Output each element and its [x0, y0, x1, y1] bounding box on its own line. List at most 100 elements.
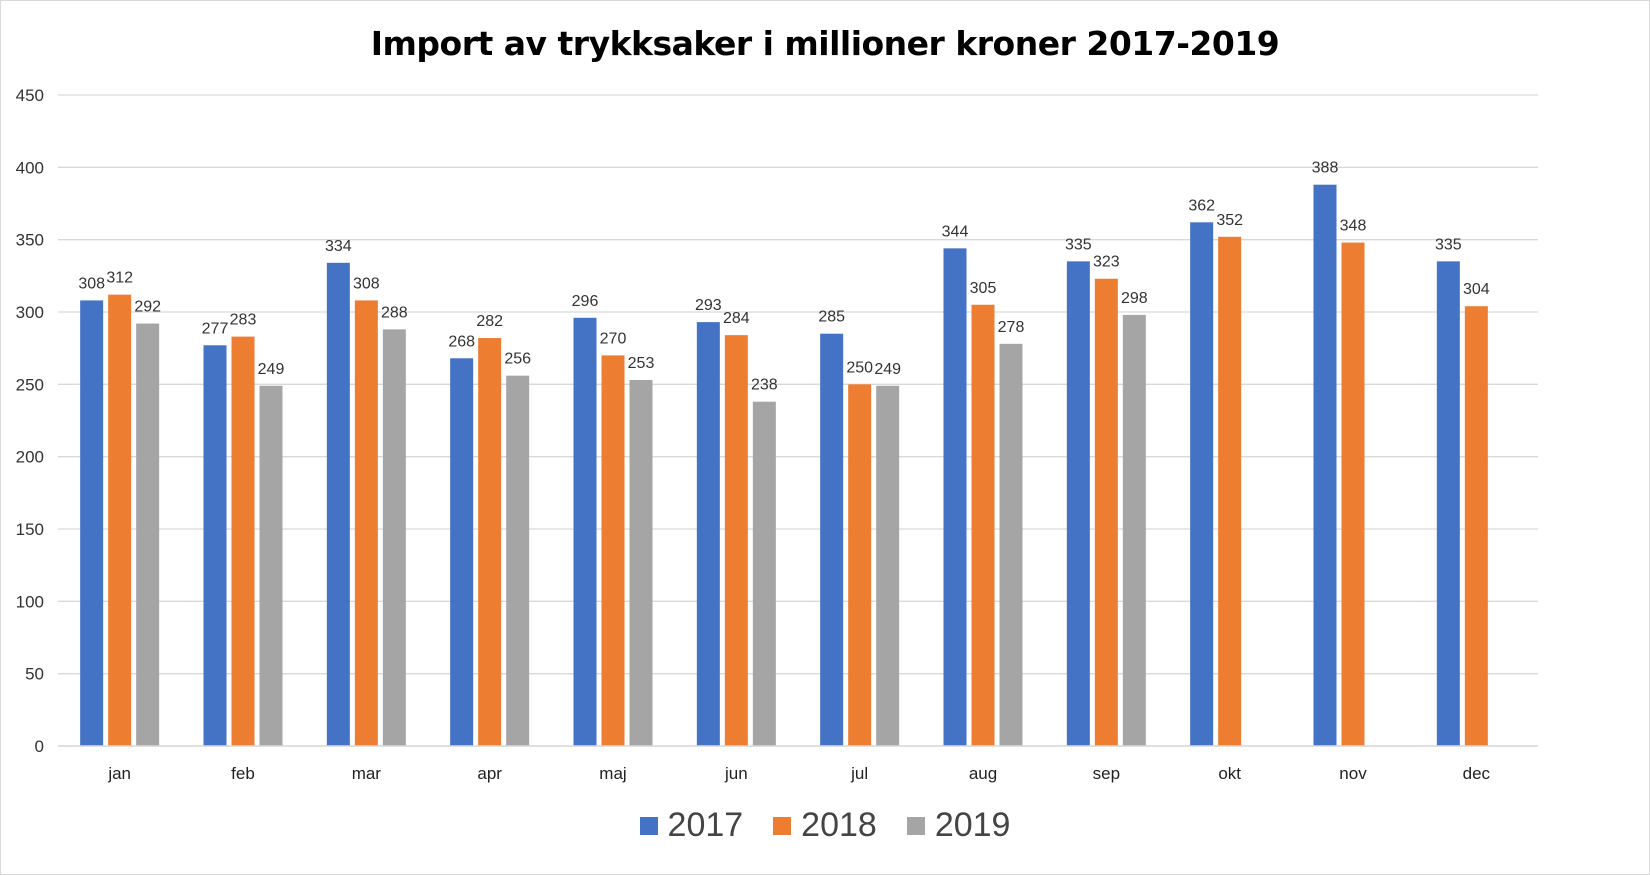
x-tick-label: jul [850, 764, 868, 783]
y-tick-label: 300 [16, 303, 44, 322]
bar-2018-jul [848, 384, 872, 746]
bar-2019-jan [136, 323, 160, 746]
data-label: 268 [448, 333, 475, 350]
bar-2018-sep [1094, 278, 1118, 746]
bar-2017-nov [1313, 184, 1337, 746]
bar-2019-feb [259, 385, 283, 746]
x-tick-label: apr [477, 764, 502, 783]
x-tick-label: aug [969, 764, 997, 783]
bar-2018-jan [108, 294, 132, 746]
data-label: 388 [1312, 160, 1339, 177]
x-tick-label: maj [599, 764, 626, 783]
data-label: 362 [1188, 197, 1215, 214]
data-label: 250 [846, 359, 873, 376]
bar-2018-maj [601, 355, 625, 746]
data-label: 344 [942, 223, 969, 240]
bar-2017-apr [450, 358, 474, 746]
bar-2018-apr [478, 338, 502, 746]
x-tick-label: jun [724, 764, 748, 783]
data-label: 304 [1463, 281, 1490, 298]
bar-2017-maj [573, 317, 597, 746]
bar-2017-dec [1436, 261, 1460, 746]
data-label: 249 [258, 361, 285, 378]
bar-2019-maj [629, 379, 653, 746]
x-tick-label: mar [352, 764, 382, 783]
bar-2019-jul [876, 385, 900, 746]
y-tick-label: 50 [25, 665, 44, 684]
data-label: 308 [353, 275, 380, 292]
x-tick-label: nov [1339, 764, 1367, 783]
y-tick-label: 350 [16, 231, 44, 250]
y-tick-label: 200 [16, 448, 44, 467]
x-tick-label: dec [1463, 764, 1491, 783]
legend-swatch [639, 816, 658, 835]
bar-2019-jun [752, 401, 776, 746]
bar-2018-jun [724, 335, 748, 746]
y-tick-label: 400 [16, 158, 44, 177]
y-tick-label: 250 [16, 375, 44, 394]
bar-2018-feb [231, 336, 255, 746]
bar-2019-sep [1122, 314, 1146, 746]
bar-2017-feb [203, 345, 227, 746]
data-label: 283 [230, 312, 257, 329]
bar-2017-sep [1066, 261, 1090, 746]
data-label: 284 [723, 310, 750, 327]
bar-2019-apr [506, 375, 530, 746]
x-tick-label: jan [107, 764, 131, 783]
data-label: 238 [751, 377, 778, 394]
bar-2018-okt [1218, 236, 1242, 747]
data-label: 288 [381, 304, 408, 321]
data-label: 277 [202, 320, 229, 337]
bar-2018-mar [354, 300, 378, 746]
data-label: 293 [695, 297, 722, 314]
data-label: 335 [1435, 236, 1462, 253]
y-tick-label: 450 [16, 86, 44, 105]
y-tick-label: 150 [16, 520, 44, 539]
bar-2019-mar [382, 329, 406, 746]
x-tick-label: feb [231, 764, 255, 783]
data-label: 335 [1065, 236, 1092, 253]
data-label: 334 [325, 238, 352, 255]
data-label: 296 [572, 293, 599, 310]
data-label: 256 [504, 351, 531, 368]
data-label: 323 [1093, 254, 1120, 271]
data-label: 253 [628, 355, 655, 372]
bar-2017-jun [696, 322, 720, 746]
data-label: 348 [1340, 218, 1367, 235]
data-label: 282 [476, 313, 503, 330]
data-label: 249 [874, 361, 901, 378]
data-label: 308 [78, 275, 105, 292]
y-tick-label: 0 [35, 737, 44, 756]
data-label: 305 [970, 280, 997, 297]
y-tick-label: 100 [16, 592, 44, 611]
legend-item-2019: 2019 [906, 806, 1011, 845]
bar-2017-okt [1190, 222, 1214, 747]
bar-2017-aug [943, 248, 967, 746]
chart-legend: 2017 2018 2019 [0, 806, 1650, 845]
data-label: 312 [106, 270, 133, 287]
data-label: 292 [134, 299, 161, 316]
x-tick-label: sep [1093, 764, 1120, 783]
x-tick-label: okt [1218, 764, 1241, 783]
legend-label: 2018 [801, 806, 877, 844]
bar-2018-aug [971, 304, 995, 746]
data-label: 278 [998, 319, 1025, 336]
bar-2019-aug [999, 343, 1023, 746]
legend-label: 2019 [934, 806, 1011, 844]
legend-label: 2017 [667, 806, 744, 844]
chart-title: Import av trykksaker i millioner kroner … [370, 24, 1280, 63]
bar-2018-dec [1464, 306, 1488, 746]
legend-swatch [773, 816, 792, 835]
bar-2017-jul [820, 333, 844, 746]
data-label: 285 [818, 309, 845, 326]
legend-item-2017: 2017 [639, 806, 744, 845]
bar-2017-mar [326, 262, 350, 746]
legend-swatch [906, 816, 925, 835]
data-label: 298 [1121, 290, 1148, 307]
bar-2017-jan [80, 300, 104, 746]
bar-2018-nov [1341, 242, 1365, 746]
data-label: 352 [1216, 212, 1243, 229]
data-label: 270 [600, 330, 627, 347]
legend-item-2018: 2018 [773, 806, 877, 845]
